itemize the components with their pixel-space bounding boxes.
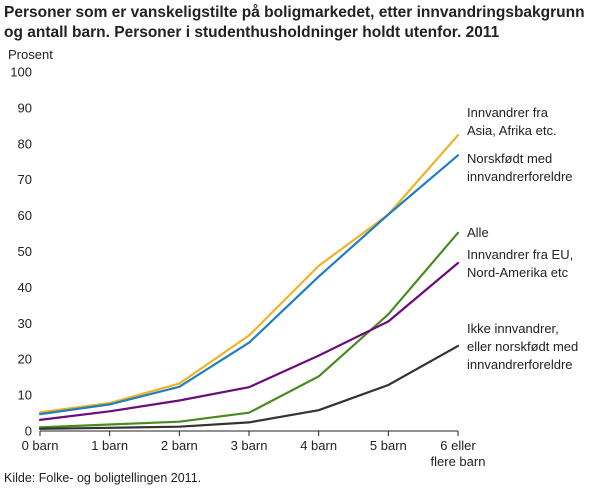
y-tick-label: 50 bbox=[18, 244, 32, 259]
source-note: Kilde: Folke- og boligtellingen 2011. bbox=[4, 471, 202, 485]
y-axis-ticks: 0 10 20 30 40 50 60 70 80 90 100 bbox=[10, 65, 32, 439]
series-line bbox=[38, 134, 460, 414]
y-tick-label: 90 bbox=[18, 100, 32, 115]
legend-label: Ikke innvandrer, eller norskfødt med innva… bbox=[467, 321, 578, 372]
series-lines bbox=[38, 134, 460, 430]
y-tick-label: 40 bbox=[18, 280, 32, 295]
legend-label: Innvandrer fra Asia, Afrika etc. bbox=[467, 105, 557, 138]
series-line bbox=[38, 231, 460, 429]
legend-label: Innvandrer fra EU, Nord-Amerika etc bbox=[467, 247, 573, 280]
y-tick-label: 10 bbox=[18, 388, 32, 403]
y-tick-label: 100 bbox=[10, 65, 32, 80]
chart-title: Personer som er vanskeligstilte på bolig… bbox=[4, 4, 585, 41]
legend-label: Norskfødt med innvandrerforeldre bbox=[467, 151, 573, 184]
x-tick-label: 0 barn bbox=[22, 438, 59, 453]
x-tick-label: 6 eller flere barn bbox=[431, 438, 486, 469]
y-tick-label: 80 bbox=[18, 136, 32, 151]
y-axis-label: Prosent bbox=[8, 47, 53, 62]
y-tick-label: 30 bbox=[18, 316, 32, 331]
series-line bbox=[38, 344, 460, 430]
legend-label: Alle bbox=[467, 225, 489, 240]
x-tick-label: 3 barn bbox=[231, 438, 268, 453]
y-tick-label: 70 bbox=[18, 172, 32, 187]
series-line bbox=[38, 154, 460, 416]
x-axis: 0 barn 1 barn 2 barn 3 barn 4 barn 5 barn 6 el… bbox=[22, 430, 486, 469]
x-tick-label: 2 barn bbox=[161, 438, 198, 453]
x-tick-label: 5 barn bbox=[370, 438, 407, 453]
x-tick-label: 4 barn bbox=[300, 438, 337, 453]
y-tick-label: 20 bbox=[18, 352, 32, 367]
y-tick-label: 60 bbox=[18, 208, 32, 223]
series-line bbox=[38, 261, 460, 421]
y-tick-label: 0 bbox=[25, 424, 32, 439]
legend: Innvandrer fra Asia, Afrika etc. Norskfødt… bbox=[467, 105, 578, 372]
x-tick-label: 1 barn bbox=[91, 438, 128, 453]
